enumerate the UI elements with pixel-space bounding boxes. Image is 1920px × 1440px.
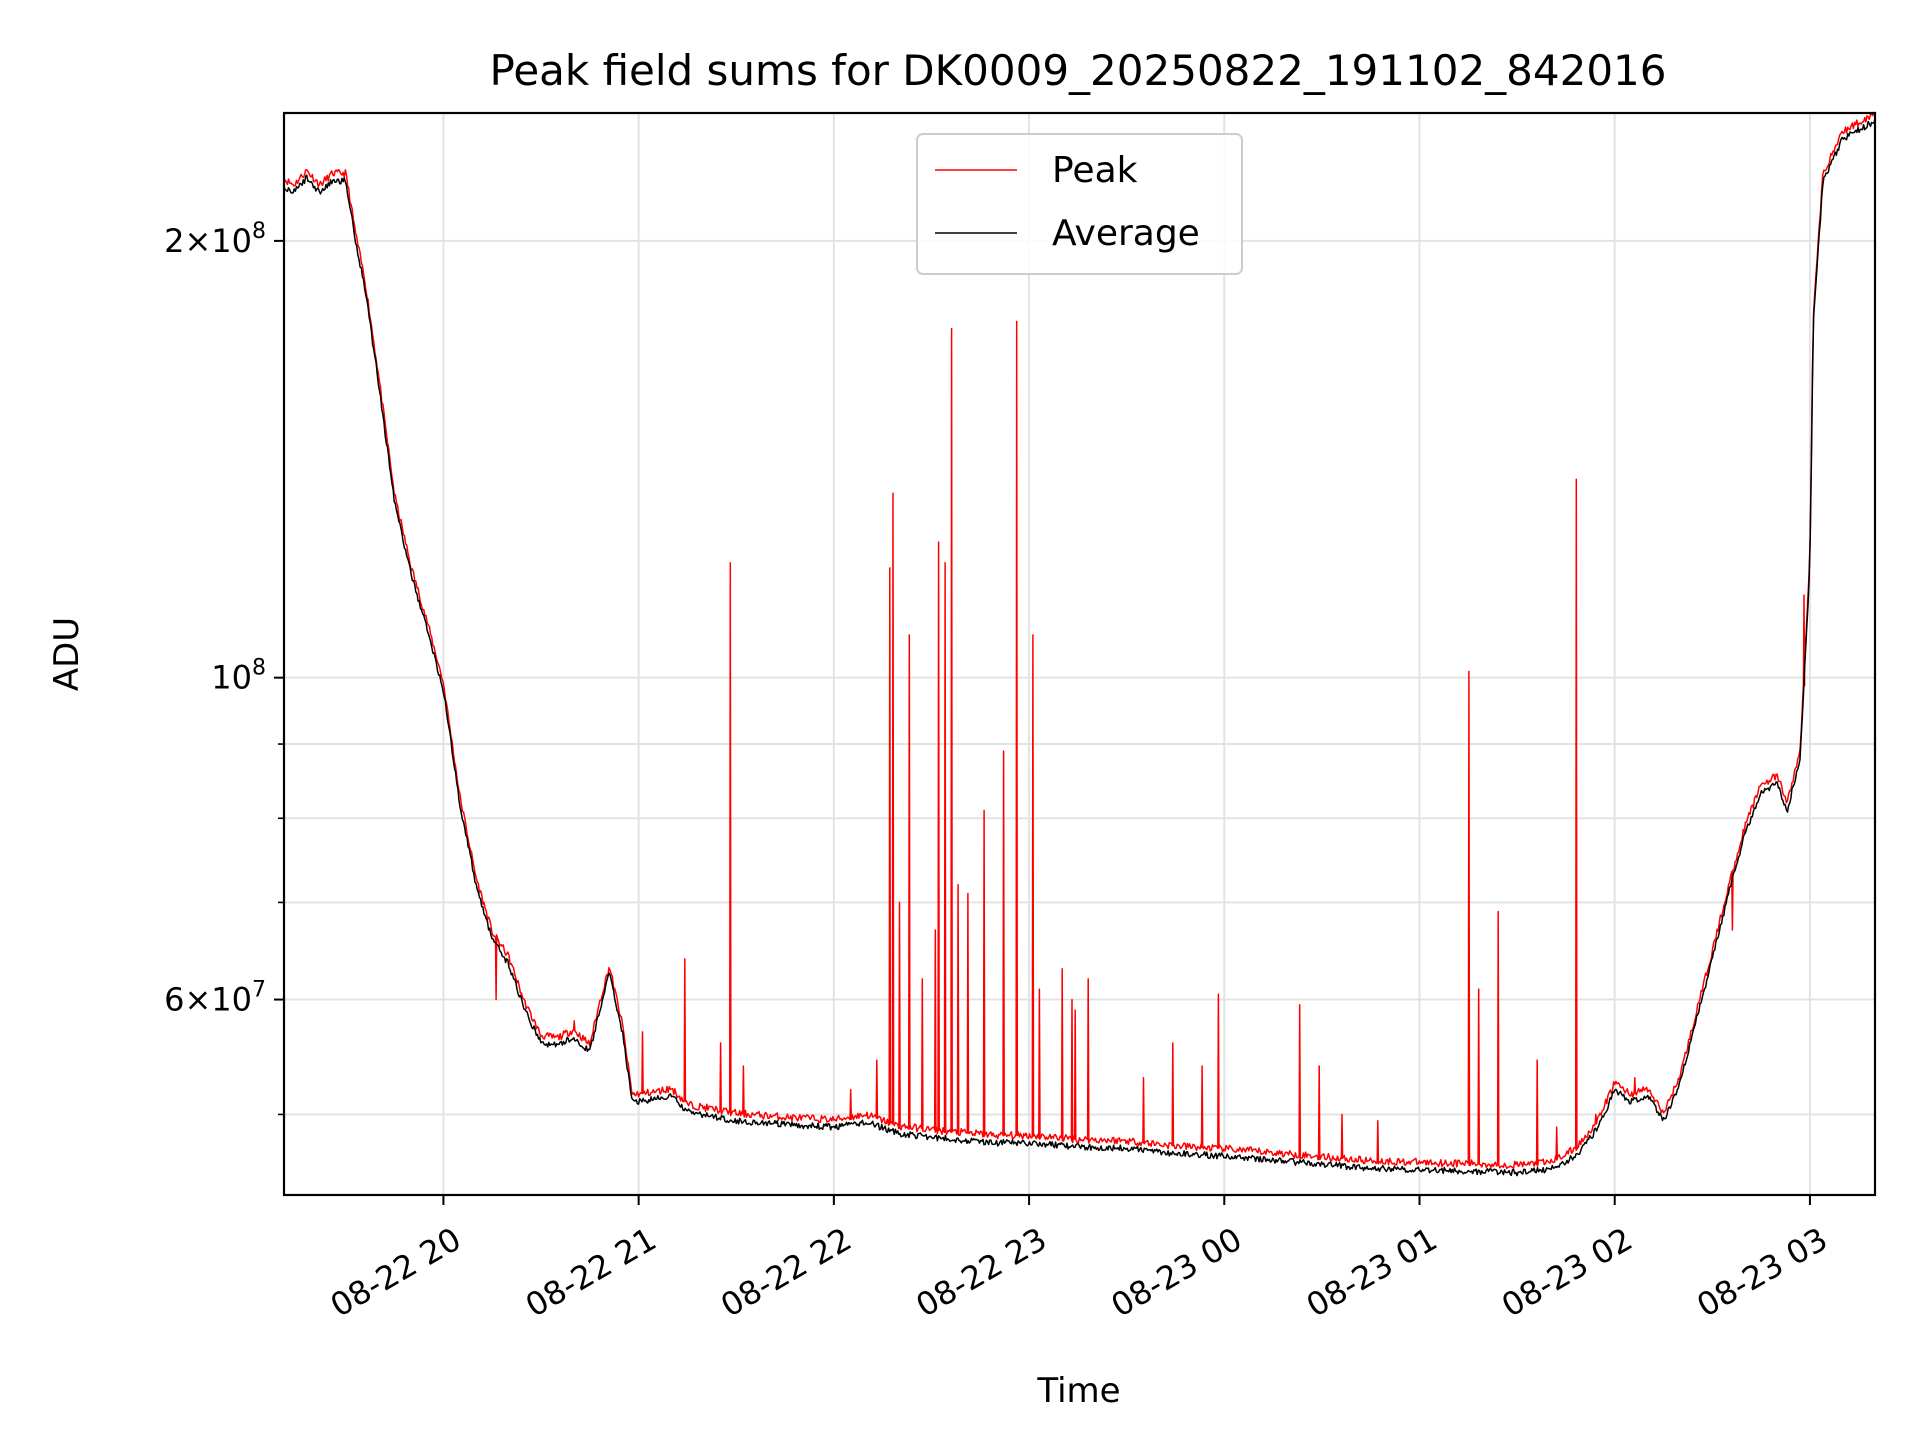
average-series-line [283, 118, 1876, 1177]
peak-series-line [283, 111, 1876, 1170]
legend-average-label: Average [1052, 213, 1200, 254]
plot-frame [282, 111, 1877, 1197]
x-axis-label: Time [1036, 1371, 1120, 1411]
y-axis-label: ADU [47, 617, 87, 691]
plot-series [283, 111, 1876, 1177]
y-tick-label: 6×107 [164, 978, 266, 1019]
y-tick-label: 108 [211, 656, 266, 697]
y-axis-ticks: 6×107 108 2×108 [164, 219, 284, 1116]
chart-title: Peak field sums for DK0009_20250822_1911… [489, 46, 1666, 95]
y-tick-label: 2×108 [164, 219, 266, 260]
legend-box [916, 133, 1243, 275]
legend: Peak Average [916, 133, 1243, 275]
legend-peak-label: Peak [1052, 150, 1138, 191]
